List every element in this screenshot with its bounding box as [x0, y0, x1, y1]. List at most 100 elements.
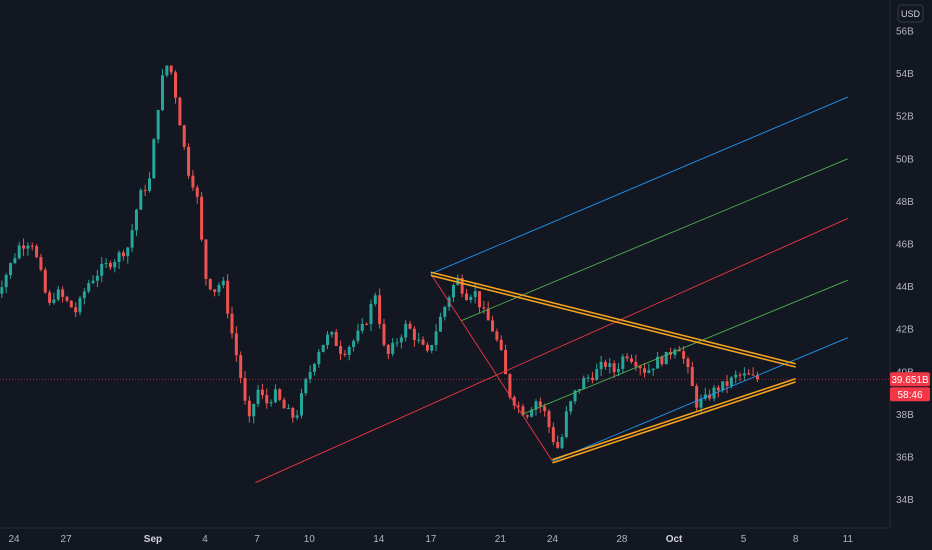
candle-body: [699, 398, 703, 408]
pitchfork-median-line: [255, 218, 848, 483]
candle-body: [569, 401, 573, 412]
candle-body: [104, 262, 108, 264]
candle-body: [486, 308, 490, 321]
candle-body: [599, 361, 603, 370]
candle-body: [308, 371, 312, 379]
candle-body: [326, 334, 330, 346]
candle-body: [343, 353, 347, 355]
candle-body: [573, 390, 577, 402]
candle-body: [260, 389, 264, 396]
candle-body: [378, 295, 382, 325]
candle-body: [438, 316, 442, 332]
candle-body: [525, 415, 529, 417]
candle-body: [295, 415, 299, 418]
candle-body: [621, 356, 625, 369]
candle-body: [712, 387, 716, 399]
x-tick-label: 27: [61, 534, 73, 545]
x-tick-label: Oct: [666, 534, 683, 545]
candle-body: [365, 323, 369, 325]
candle-body: [686, 358, 690, 368]
candle-body: [195, 187, 199, 197]
candle-body: [738, 374, 742, 376]
candle-body: [82, 291, 86, 299]
candle-body: [708, 394, 712, 399]
candle-body: [35, 246, 39, 258]
candle-body: [603, 361, 607, 367]
candle-body: [0, 287, 4, 294]
candle-body: [395, 342, 399, 344]
candle-body: [590, 377, 594, 381]
candle-body: [304, 378, 308, 394]
candle-body: [564, 411, 568, 438]
candle-body: [482, 307, 486, 309]
candle-body: [517, 405, 521, 407]
candle-body: [278, 389, 282, 400]
candle-body: [664, 351, 668, 365]
currency-badge[interactable]: USD: [897, 4, 924, 23]
candle-body: [417, 339, 421, 341]
candle-body: [391, 342, 395, 354]
candle-body: [108, 262, 112, 268]
pitchfork-outer-upper: [430, 96, 848, 275]
candle-body: [191, 175, 195, 188]
candle-body: [65, 296, 69, 301]
candle-body: [729, 377, 733, 386]
candle-body: [430, 345, 434, 351]
candle-body: [547, 411, 551, 428]
wedge-lower-trendline: [552, 381, 796, 464]
candle-body: [147, 178, 151, 191]
candle-body: [625, 356, 629, 359]
y-tick-label: 34B: [896, 495, 914, 506]
bar-countdown: 58:46: [897, 390, 922, 401]
candle-body: [9, 263, 13, 276]
candle-body: [117, 252, 121, 262]
candle-body: [360, 323, 364, 331]
candle-body: [143, 190, 147, 192]
candle-body: [643, 368, 647, 373]
candle-body: [612, 363, 616, 373]
wedge-lower-trendline: [552, 377, 796, 461]
candle-body: [217, 285, 221, 292]
pitchfork-inner-lower: [521, 279, 848, 415]
candle-body: [61, 289, 65, 297]
x-tick-label: 21: [495, 534, 507, 545]
candle-body: [352, 340, 356, 347]
candle-body: [91, 280, 95, 284]
pitchfork-handle: [430, 273, 553, 462]
candle-body: [226, 280, 230, 314]
candle-body: [48, 292, 52, 303]
x-tick-label: 7: [254, 534, 260, 545]
candle-body: [556, 442, 560, 448]
x-tick-label: 14: [373, 534, 385, 545]
x-tick-label: 24: [547, 534, 559, 545]
candle-body: [299, 393, 303, 416]
candle-body: [26, 245, 30, 249]
candle-body: [95, 275, 99, 281]
candle-body: [473, 291, 477, 297]
candle-body: [677, 349, 681, 352]
candle-body: [339, 345, 343, 354]
candle-body: [421, 339, 425, 345]
candle-body: [491, 320, 495, 332]
candle-body: [443, 306, 447, 317]
candle-body: [39, 257, 43, 270]
candle-body: [673, 349, 677, 355]
candle-body: [651, 368, 655, 371]
candle-body: [356, 330, 360, 341]
candle-body: [161, 75, 165, 111]
drawings[interactable]: [0, 96, 890, 483]
candle-body: [451, 285, 455, 298]
candle-body: [721, 381, 725, 391]
y-tick-label: 46B: [896, 240, 914, 251]
candle-body: [43, 269, 47, 293]
x-tick-label: 11: [843, 534, 854, 545]
candle-body: [534, 401, 538, 410]
candle-body: [630, 358, 634, 362]
candle-body: [273, 389, 277, 403]
pitchfork-inner-upper: [461, 158, 848, 322]
y-tick-label: 38B: [896, 410, 914, 421]
candle-body: [742, 373, 746, 376]
candle-body: [478, 291, 482, 308]
candle-body: [87, 283, 91, 292]
